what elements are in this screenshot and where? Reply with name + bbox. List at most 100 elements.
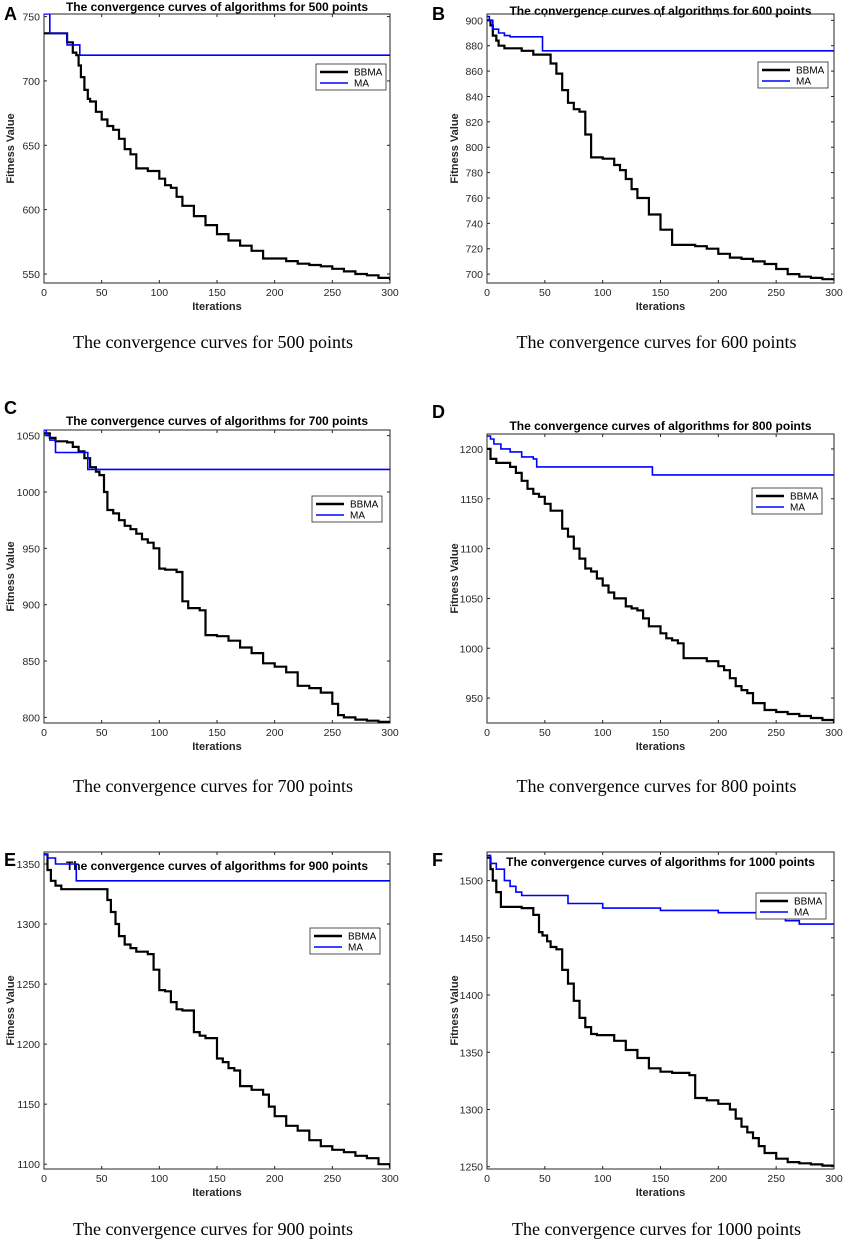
chart-title: The convergence curves of algorithms for… xyxy=(506,855,815,869)
y-tick-label: 1300 xyxy=(460,1104,484,1116)
x-axis-label: Iterations xyxy=(192,301,242,313)
chart-title: The convergence curves of algorithms for… xyxy=(66,859,368,873)
x-tick-label: 200 xyxy=(710,287,728,299)
series-line-bbma xyxy=(487,447,834,723)
y-tick-label: 1250 xyxy=(17,979,41,991)
y-axis-label: Fitness Value xyxy=(5,975,17,1045)
x-tick-label: 300 xyxy=(381,727,399,739)
y-tick-label: 1100 xyxy=(17,1159,40,1171)
y-tick-label: 750 xyxy=(22,12,40,24)
plot-area-frame xyxy=(43,851,391,1170)
y-tick-label: 820 xyxy=(465,117,483,129)
panel-letter: E xyxy=(4,850,16,870)
x-tick-label: 0 xyxy=(41,1173,47,1185)
legend-label-ma: MA xyxy=(794,908,809,919)
x-tick-label: 250 xyxy=(767,287,785,299)
chart-panel-a: A The convergence curves of algorithms fo… xyxy=(4,0,399,352)
x-tick-label: 150 xyxy=(652,1173,670,1185)
plot-area-frame xyxy=(486,433,835,724)
figure-caption: The convergence curves for 500 points xyxy=(73,332,353,352)
series-line-bbma xyxy=(487,19,834,281)
y-tick-label: 840 xyxy=(465,91,483,103)
y-tick-label: 1150 xyxy=(17,1099,40,1111)
legend-label-ma: MA xyxy=(348,943,363,954)
y-tick-label: 900 xyxy=(22,600,40,612)
x-tick-label: 200 xyxy=(266,287,284,299)
y-tick-label: 1350 xyxy=(460,1047,484,1059)
x-tick-label: 300 xyxy=(381,1173,399,1185)
legend-label-ma: MA xyxy=(796,77,811,88)
y-axis-label: Fitness Value xyxy=(449,543,461,613)
x-tick-label: 300 xyxy=(381,287,399,299)
y-tick-label: 900 xyxy=(465,15,483,27)
x-tick-label: 250 xyxy=(767,727,785,739)
figure-caption: The convergence curves for 700 points xyxy=(73,776,353,796)
legend-label-ma: MA xyxy=(790,503,805,514)
y-tick-label: 780 xyxy=(465,168,483,180)
legend-label-bbma: BBMA xyxy=(350,500,379,511)
x-tick-label: 100 xyxy=(151,1173,169,1185)
y-tick-label: 800 xyxy=(465,142,483,154)
legend-label-ma: MA xyxy=(354,79,369,90)
series-line-ma xyxy=(487,435,834,476)
chart-panel-c: C The convergence curves of algorithms fo… xyxy=(4,398,399,796)
panel-letter: D xyxy=(432,402,445,422)
x-tick-label: 250 xyxy=(767,1173,785,1185)
y-tick-label: 720 xyxy=(465,244,483,256)
x-tick-label: 100 xyxy=(151,287,169,299)
y-tick-label: 550 xyxy=(22,269,40,281)
y-tick-label: 1000 xyxy=(460,643,484,655)
x-tick-label: 0 xyxy=(41,287,47,299)
y-tick-label: 950 xyxy=(465,693,483,705)
x-tick-label: 0 xyxy=(41,727,47,739)
panel-letter: A xyxy=(4,4,17,24)
y-tick-label: 800 xyxy=(22,712,40,724)
figure-caption: The convergence curves for 600 points xyxy=(516,332,796,352)
x-tick-label: 200 xyxy=(710,727,728,739)
chart-title: The convergence curves of algorithms for… xyxy=(509,419,811,433)
y-tick-label: 1200 xyxy=(460,444,484,456)
legend-label-bbma: BBMA xyxy=(794,897,823,908)
y-tick-label: 650 xyxy=(22,140,40,152)
x-tick-label: 250 xyxy=(324,727,342,739)
series-line-ma xyxy=(44,14,390,56)
chart-title: The convergence curves of algorithms for… xyxy=(66,0,368,14)
y-axis-label: Fitness Value xyxy=(5,113,17,183)
y-tick-label: 1000 xyxy=(17,487,41,499)
y-tick-label: 700 xyxy=(465,269,483,281)
y-tick-label: 1450 xyxy=(460,933,484,945)
chart-title: The convergence curves of algorithms for… xyxy=(66,414,368,428)
x-axis-label: Iterations xyxy=(636,1187,686,1199)
y-tick-label: 850 xyxy=(22,656,40,668)
figure-caption: The convergence curves for 1000 points xyxy=(512,1219,801,1239)
x-tick-label: 100 xyxy=(594,1173,612,1185)
x-tick-label: 50 xyxy=(539,727,551,739)
series-line-bbma xyxy=(44,32,390,281)
y-axis-label: Fitness Value xyxy=(449,113,461,183)
series-line-ma xyxy=(487,15,834,52)
x-tick-label: 300 xyxy=(825,727,843,739)
x-tick-label: 150 xyxy=(652,727,670,739)
x-tick-label: 200 xyxy=(266,1173,284,1185)
y-tick-label: 1050 xyxy=(460,593,484,605)
chart-panel-f: F The convergence curves of algorithms fo… xyxy=(432,850,843,1239)
y-tick-label: 950 xyxy=(22,543,40,555)
y-tick-label: 600 xyxy=(22,205,40,217)
y-tick-label: 1150 xyxy=(460,494,483,506)
x-tick-label: 100 xyxy=(151,727,169,739)
legend-label-bbma: BBMA xyxy=(790,492,819,503)
y-tick-label: 760 xyxy=(465,193,483,205)
plot-area-frame xyxy=(43,429,391,724)
x-axis-label: Iterations xyxy=(192,741,242,753)
legend-label-ma: MA xyxy=(350,511,365,522)
x-tick-label: 200 xyxy=(710,1173,728,1185)
x-tick-label: 250 xyxy=(324,287,342,299)
series-line-ma xyxy=(44,430,390,471)
x-tick-label: 50 xyxy=(96,727,108,739)
